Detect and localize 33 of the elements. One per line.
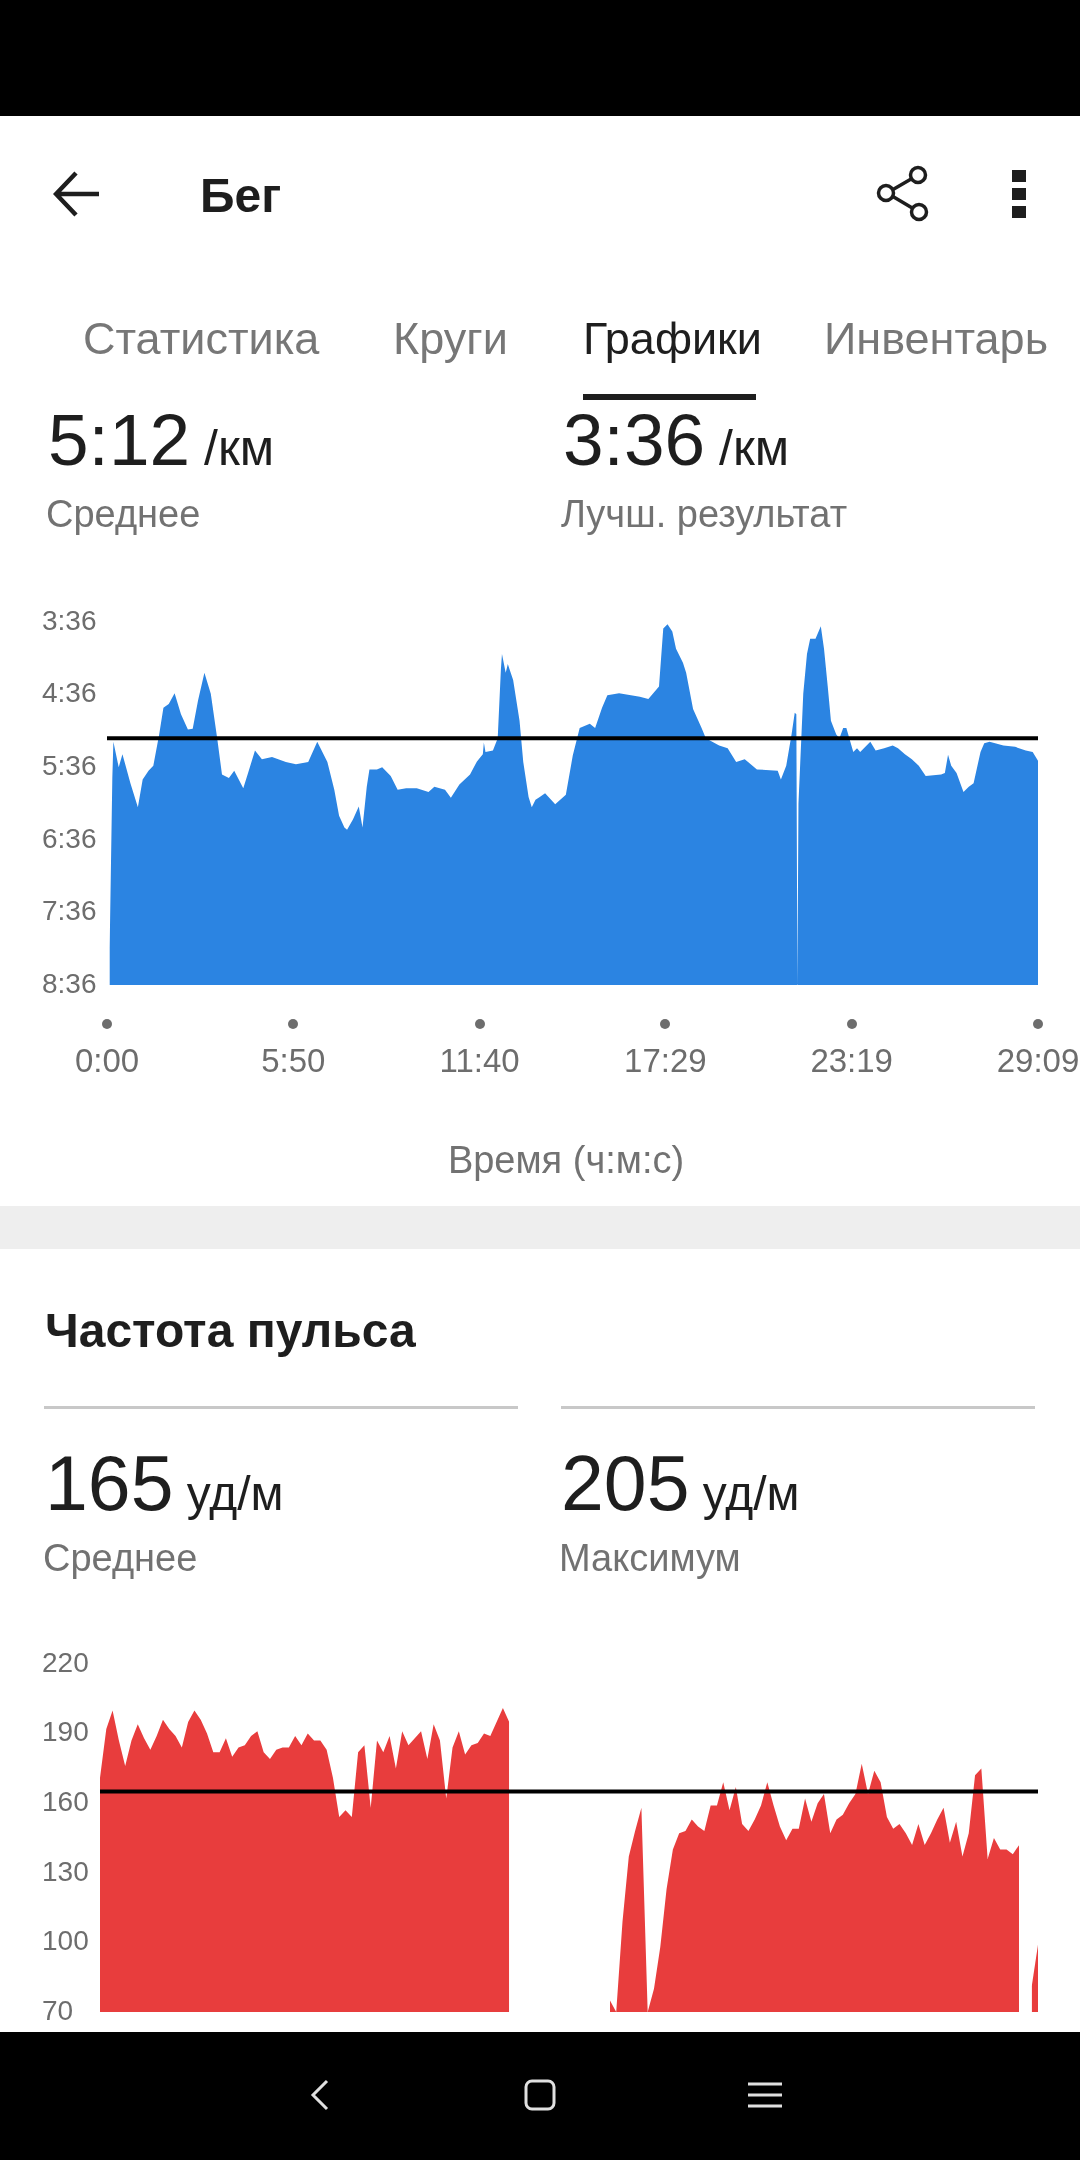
text: Круги (393, 312, 508, 364)
y-tick-label: 8:36 (42, 967, 97, 999)
text: Лучш. результат (561, 493, 848, 536)
text: Среднее (46, 493, 201, 536)
text: 165 уд/м (45, 1440, 284, 1527)
x-tick-label: 23:19 (810, 1041, 893, 1079)
y-tick-label: 220 (42, 1646, 89, 1678)
x-tick-label: 17:29 (624, 1041, 707, 1079)
x-axis-title: Время (ч:м:с) (446, 1139, 686, 1182)
y-tick-label: 70 (42, 1994, 74, 2026)
text: Статистика (83, 312, 320, 364)
y-tick-label: 160 (42, 1785, 89, 1817)
y-tick-label: 100 (42, 1925, 89, 1957)
y-tick-label: 7:36 (42, 895, 97, 927)
y-tick-label: 190 (42, 1716, 89, 1748)
y-tick-label: 5:36 (42, 749, 97, 781)
x-tick-label: 11:40 (439, 1041, 520, 1079)
text: 205 уд/м (561, 1440, 800, 1527)
x-tick-label: 0:00 (74, 1041, 140, 1079)
text: 3:36 /км (563, 399, 790, 481)
x-tick-label: 29:09 (996, 1041, 1080, 1079)
y-tick-label: 4:36 (42, 677, 97, 709)
y-tick-label: 6:36 (42, 822, 97, 854)
text: 5:12 /км (48, 399, 275, 481)
text: Графики (583, 312, 762, 364)
chart-title: Частота пульса (45, 1304, 416, 1358)
y-tick-label: 130 (42, 1855, 89, 1887)
text: Максимум (559, 1537, 741, 1580)
text: Среднее (43, 1537, 198, 1580)
text: Бег (200, 169, 282, 223)
x-tick-label: 5:50 (261, 1041, 326, 1079)
y-tick-label: 3:36 (42, 604, 97, 636)
text: Инвентарь (824, 312, 1049, 364)
